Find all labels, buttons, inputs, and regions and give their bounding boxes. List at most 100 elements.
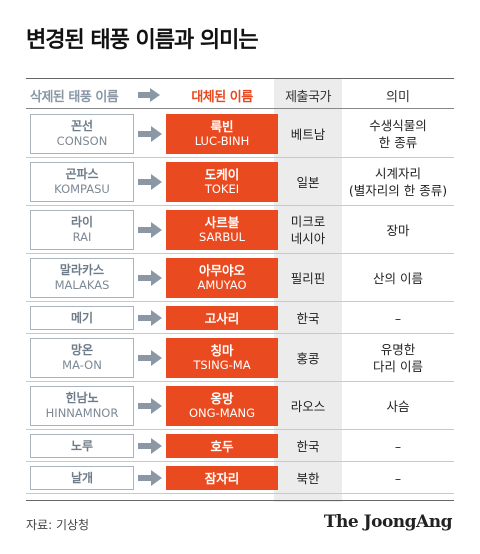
top-rule <box>26 78 454 79</box>
meaning-cell: 시계자리 (별자리의 한 종류) <box>342 158 454 206</box>
replaced-name-box: 도케이 TOKEI <box>166 162 278 202</box>
arrow-right-icon <box>138 222 162 238</box>
country-column-background <box>274 79 342 502</box>
table-row: 힌남노 HINNAMNOR 옹망 ONG-MANG 라오스 사슴 <box>26 382 454 430</box>
deleted-name-english: RAI <box>72 230 92 244</box>
country-text: 북한 <box>296 470 320 486</box>
replaced-name-box: 호두 <box>166 434 278 458</box>
replaced-name-korean: 옹망 <box>210 391 234 406</box>
country-cell: 일본 <box>274 158 342 206</box>
header-replaced-name: 대체된 이름 <box>191 90 253 105</box>
deleted-name-box: 날개 <box>30 466 134 490</box>
replaced-name-box: 잠자리 <box>166 466 278 490</box>
row-divider <box>26 301 454 302</box>
table-row: 말라카스 MALAKAS 아무야오 AMUYAO 필리핀 산의 이름 <box>26 254 454 302</box>
replaced-name-korean: 사르불 <box>204 215 240 230</box>
country-text: 필리핀 <box>290 270 326 286</box>
table-row: 꼰선 CONSON 룩빈 LUC-BINH 베트남 수생식물의 한 종류 <box>26 110 454 158</box>
country-cell: 베트남 <box>274 110 342 158</box>
deleted-name-korean: 메기 <box>70 310 94 325</box>
meaning-cell: 사슴 <box>342 382 454 430</box>
deleted-name-box: 곤파스 KOMPASU <box>30 162 134 202</box>
replaced-name-korean: 고사리 <box>204 310 240 326</box>
replaced-name-korean: 도케이 <box>204 167 240 182</box>
meaning-text: 사슴 <box>386 398 410 414</box>
header-deleted-name: 삭제된 태풍 이름 <box>30 90 119 105</box>
meaning-text: – <box>394 310 402 326</box>
replaced-name-box: 고사리 <box>166 306 278 330</box>
deleted-name-box: 힌남노 HINNAMNOR <box>30 386 134 426</box>
row-divider <box>26 205 454 206</box>
deleted-name-korean: 라이 <box>70 215 94 229</box>
meaning-cell: – <box>342 462 454 494</box>
country-text: 홍콩 <box>296 350 320 366</box>
meaning-cell: – <box>342 302 454 334</box>
deleted-name-english: KOMPASU <box>54 182 110 196</box>
deleted-name-english: HINNAMNOR <box>45 406 119 420</box>
brand-logo: The JoongAng <box>323 512 453 532</box>
header-meaning: 의미 <box>386 90 410 105</box>
country-text: 미크로 네시아 <box>290 214 326 246</box>
replaced-name-english: LUC-BINH <box>194 134 250 148</box>
deleted-name-box: 망온 MA-ON <box>30 338 134 378</box>
row-divider <box>26 333 454 334</box>
row-divider <box>26 381 454 382</box>
country-cell: 미크로 네시아 <box>274 206 342 254</box>
meaning-text: 산의 이름 <box>373 270 423 286</box>
table-row: 날개 잠자리 북한 – <box>26 462 454 494</box>
bottom-rule <box>26 500 454 501</box>
replaced-name-english: TOKEI <box>204 182 240 196</box>
deleted-name-english: MA-ON <box>62 358 102 372</box>
deleted-name-box: 말라카스 MALAKAS <box>30 258 134 298</box>
row-divider <box>26 429 454 430</box>
table-row: 라이 RAI 사르불 SARBUL 미크로 네시아 장마 <box>26 206 454 254</box>
page-title: 변경된 태풍 이름과 의미는 <box>26 28 259 53</box>
country-text: 한국 <box>296 310 320 326</box>
table-row: 메기 고사리 한국 – <box>26 302 454 334</box>
source-note: 자료: 기상청 <box>26 518 90 532</box>
arrow-right-icon <box>138 470 162 486</box>
arrow-right-icon <box>138 438 162 454</box>
deleted-name-korean: 힌남노 <box>65 391 99 405</box>
replaced-name-english: AMUYAO <box>197 278 247 292</box>
row-divider <box>26 253 454 254</box>
row-divider <box>26 461 454 462</box>
deleted-name-box: 꼰선 CONSON <box>30 114 134 154</box>
row-divider <box>26 157 454 158</box>
replaced-name-korean: 아무야오 <box>198 263 245 278</box>
arrow-right-icon <box>138 398 162 414</box>
country-text: 한국 <box>296 438 320 454</box>
country-cell: 한국 <box>274 302 342 334</box>
meaning-text: 수생식물의 한 종류 <box>369 118 427 150</box>
replaced-name-box: 칭마 TSING-MA <box>166 338 278 378</box>
replaced-name-box: 사르불 SARBUL <box>166 210 278 250</box>
deleted-name-box: 노루 <box>30 434 134 458</box>
replaced-name-korean: 잠자리 <box>204 470 240 486</box>
deleted-name-korean: 망온 <box>70 343 94 357</box>
table-header: 삭제된 태풍 이름 대체된 이름 제출국가 의미 <box>26 80 454 108</box>
table-row: 곤파스 KOMPASU 도케이 TOKEI 일본 시계자리 (별자리의 한 종류) <box>26 158 454 206</box>
replaced-name-box: 아무야오 AMUYAO <box>166 258 278 298</box>
row-divider <box>26 493 454 494</box>
country-text: 일본 <box>296 174 320 190</box>
meaning-cell: 수생식물의 한 종류 <box>342 110 454 158</box>
meaning-cell: 유명한 다리 이름 <box>342 334 454 382</box>
meaning-text: – <box>394 438 402 454</box>
country-cell: 한국 <box>274 430 342 462</box>
replaced-name-english: SARBUL <box>198 230 246 244</box>
header-arrow-icon <box>138 88 160 102</box>
table-row: 노루 호두 한국 – <box>26 430 454 462</box>
meaning-text: 장마 <box>386 222 410 238</box>
deleted-name-box: 메기 <box>30 306 134 330</box>
deleted-name-korean: 날개 <box>70 470 94 485</box>
deleted-name-english: CONSON <box>56 134 108 148</box>
country-cell: 북한 <box>274 462 342 494</box>
arrow-right-icon <box>138 270 162 286</box>
meaning-text: 시계자리 (별자리의 한 종류) <box>348 166 448 198</box>
meaning-cell: 산의 이름 <box>342 254 454 302</box>
country-cell: 라오스 <box>274 382 342 430</box>
country-cell: 홍콩 <box>274 334 342 382</box>
deleted-name-korean: 노루 <box>70 438 94 453</box>
meaning-text: 유명한 다리 이름 <box>373 342 423 374</box>
replaced-name-korean: 룩빈 <box>210 119 234 134</box>
